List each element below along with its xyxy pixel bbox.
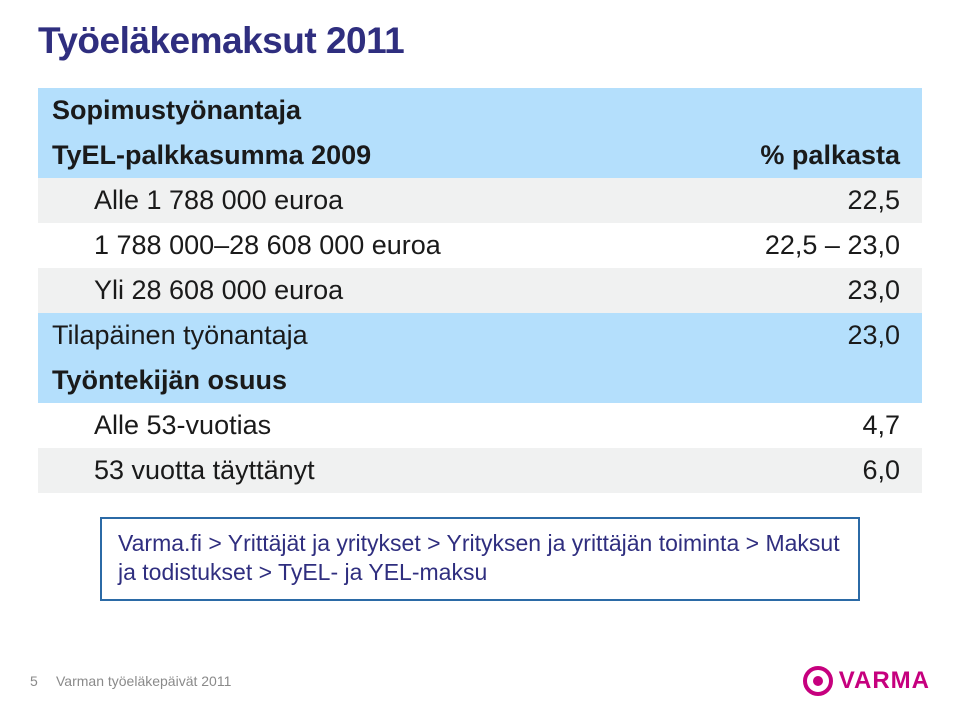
table-cell-label: Työntekijän osuus <box>38 358 663 403</box>
table-row: TyEL-palkkasumma 2009% palkasta <box>38 133 922 178</box>
table-row: 1 788 000–28 608 000 euroa22,5 – 23,0 <box>38 223 922 268</box>
table-row: Yli 28 608 000 euroa23,0 <box>38 268 922 313</box>
table-header-row: Sopimustyönantaja <box>38 88 922 133</box>
table-row: Alle 1 788 000 euroa22,5 <box>38 178 922 223</box>
table-cell-label: 53 vuotta täyttänyt <box>38 448 663 493</box>
table-cell-value: 22,5 <box>663 178 922 223</box>
breadcrumb-note: Varma.fi > Yrittäjät ja yritykset > Yrit… <box>100 517 860 601</box>
table-row: Työntekijän osuus <box>38 358 922 403</box>
table-cell-value: 23,0 <box>663 268 922 313</box>
footer-text: Varman työeläkepäivät 2011 <box>56 673 231 689</box>
table-cell: Sopimustyönantaja <box>38 88 663 133</box>
logo-text: VARMA <box>839 667 930 695</box>
table-cell-label: Alle 53-vuotias <box>38 403 663 448</box>
table-cell-value: 4,7 <box>663 403 922 448</box>
page-title: Työeläkemaksut 2011 <box>38 20 922 62</box>
table-cell-label: TyEL-palkkasumma 2009 <box>38 133 663 178</box>
table-row: Tilapäinen työnantaja23,0 <box>38 313 922 358</box>
table-cell-value: 22,5 – 23,0 <box>663 223 922 268</box>
varma-logo: VARMA <box>803 666 930 696</box>
logo-mark-icon <box>803 666 833 696</box>
table-cell-label: Alle 1 788 000 euroa <box>38 178 663 223</box>
footer: 5 Varman työeläkepäivät 2011 VARMA <box>0 664 960 712</box>
page-number: 5 <box>30 673 56 689</box>
table-cell-label: Tilapäinen työnantaja <box>38 313 663 358</box>
table-cell <box>663 88 922 133</box>
table-cell-value: 6,0 <box>663 448 922 493</box>
table-cell-value <box>663 358 922 403</box>
table-cell-label: 1 788 000–28 608 000 euroa <box>38 223 663 268</box>
table-cell-value: 23,0 <box>663 313 922 358</box>
pension-table: SopimustyönantajaTyEL-palkkasumma 2009% … <box>38 88 922 493</box>
table-row: 53 vuotta täyttänyt6,0 <box>38 448 922 493</box>
table-row: Alle 53-vuotias4,7 <box>38 403 922 448</box>
table-cell-value: % palkasta <box>663 133 922 178</box>
table-cell-label: Yli 28 608 000 euroa <box>38 268 663 313</box>
